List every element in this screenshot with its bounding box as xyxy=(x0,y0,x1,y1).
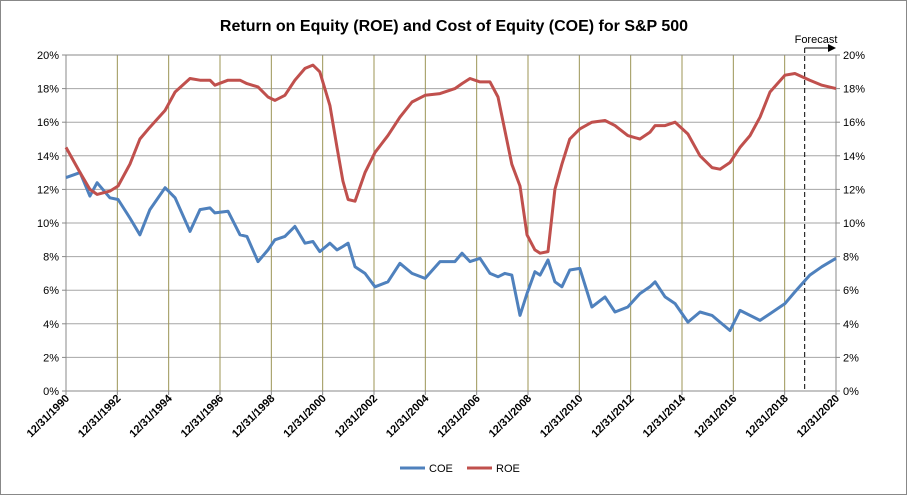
y-tick-label: 10% xyxy=(37,218,59,230)
y-tick-label: 4% xyxy=(43,319,59,331)
series-line xyxy=(65,171,837,332)
y2-tick-label: 2% xyxy=(843,352,859,364)
y-tick-label: 16% xyxy=(37,117,59,129)
y-tick-label: 20% xyxy=(37,50,59,62)
y2-tick-label: 8% xyxy=(843,252,859,264)
y2-tick-label: 18% xyxy=(843,84,865,96)
y2-tick-label: 20% xyxy=(843,50,865,62)
y2-tick-label: 12% xyxy=(843,184,865,196)
y2-tick-label: 14% xyxy=(843,151,865,163)
y-tick-label: 12% xyxy=(37,184,59,196)
y2-tick-label: 6% xyxy=(843,285,859,297)
legend-label: COE xyxy=(429,463,453,475)
series-line xyxy=(64,63,837,255)
forecast-arrow-head xyxy=(828,44,836,52)
y2-tick-label: 0% xyxy=(843,386,859,398)
legend-label: ROE xyxy=(496,463,520,475)
y2-tick-label: 10% xyxy=(843,218,865,230)
y-tick-label: 2% xyxy=(43,352,59,364)
y-tick-label: 8% xyxy=(43,252,59,264)
forecast-label: Forecast xyxy=(795,34,838,46)
chart-title: Return on Equity (ROE) and Cost of Equit… xyxy=(220,18,688,35)
y-tick-label: 0% xyxy=(43,386,59,398)
y-tick-label: 18% xyxy=(37,84,59,96)
y-tick-label: 14% xyxy=(37,151,59,163)
y2-tick-label: 16% xyxy=(843,117,865,129)
plot-border xyxy=(65,54,837,392)
y2-tick-label: 4% xyxy=(843,319,859,331)
y-tick-label: 6% xyxy=(43,285,59,297)
